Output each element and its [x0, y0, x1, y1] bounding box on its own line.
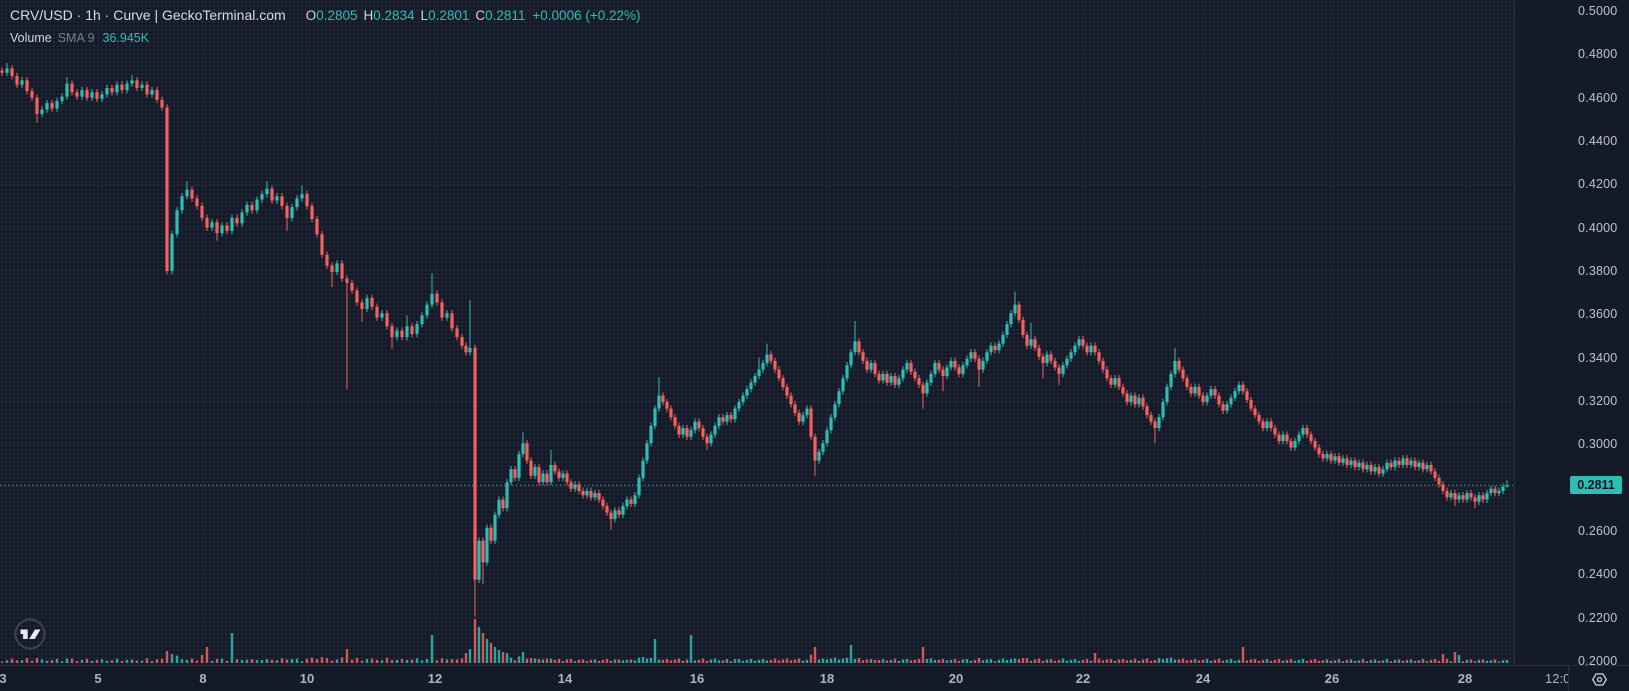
time-tick-label: 10: [299, 671, 315, 686]
time-tick-label: 16: [689, 671, 705, 686]
candles: [0, 62, 1509, 617]
price-tick-label: 0.2200: [1578, 610, 1618, 625]
time-tick-label: 28: [1457, 671, 1473, 686]
gridlines: [0, 0, 1514, 665]
time-tick-label: 22: [1075, 671, 1091, 686]
price-tick-label: 0.3200: [1578, 393, 1618, 408]
price-axis[interactable]: 0.2811 0.5000 0.4800 0.4600 0.4400 0.4200 0.4…: [1514, 0, 1629, 668]
time-tick-label: 18: [819, 671, 835, 686]
current-price-badge: 0.2811: [1570, 476, 1622, 495]
tradingview-logo-icon: [14, 618, 46, 650]
gear-icon-glyph: [1592, 672, 1607, 686]
time-tick-label: 8: [199, 671, 207, 686]
time-axis-edge-label: 12:0: [1545, 671, 1568, 686]
price-tick-label: 0.2400: [1578, 567, 1618, 582]
price-tick-label: 0.4600: [1578, 90, 1618, 105]
price-tick-label: 0.4000: [1578, 220, 1618, 235]
volume-bars: [0, 619, 1509, 663]
price-tick-label: 0.2000: [1578, 653, 1618, 668]
price-tick-label: 0.3400: [1578, 350, 1618, 365]
price-tick-label: 0.4200: [1578, 177, 1618, 192]
candlestick-chart: [0, 0, 1514, 665]
time-tick-label: 20: [948, 671, 964, 686]
price-tick-label: 0.4800: [1578, 47, 1618, 62]
time-tick-label: 26: [1324, 671, 1340, 686]
time-tick-label: 3: [0, 671, 7, 686]
price-tick-label: 0.2600: [1578, 523, 1618, 538]
time-tick-label: 12: [427, 671, 443, 686]
gear-icon[interactable]: [1590, 669, 1610, 689]
time-axis[interactable]: 12:0 3 5 8 10 12 14 16 18 20 22 24 26 28: [0, 665, 1568, 691]
time-tick-label: 5: [94, 671, 102, 686]
axis-settings-corner: [1568, 665, 1629, 691]
time-tick-label: 24: [1195, 671, 1211, 686]
time-tick-label: 14: [557, 671, 573, 686]
price-tick-label: 0.5000: [1578, 4, 1618, 18]
price-tick-label: 0.4400: [1578, 133, 1618, 148]
tradingview-logo[interactable]: [14, 618, 46, 650]
chart-pane[interactable]: CRV/USD · 1h · Curve | GeckoTerminal.com…: [0, 0, 1514, 665]
price-tick-label: 0.3000: [1578, 437, 1618, 452]
price-tick-label: 0.3600: [1578, 307, 1618, 322]
price-tick-label: 0.3800: [1578, 263, 1618, 278]
